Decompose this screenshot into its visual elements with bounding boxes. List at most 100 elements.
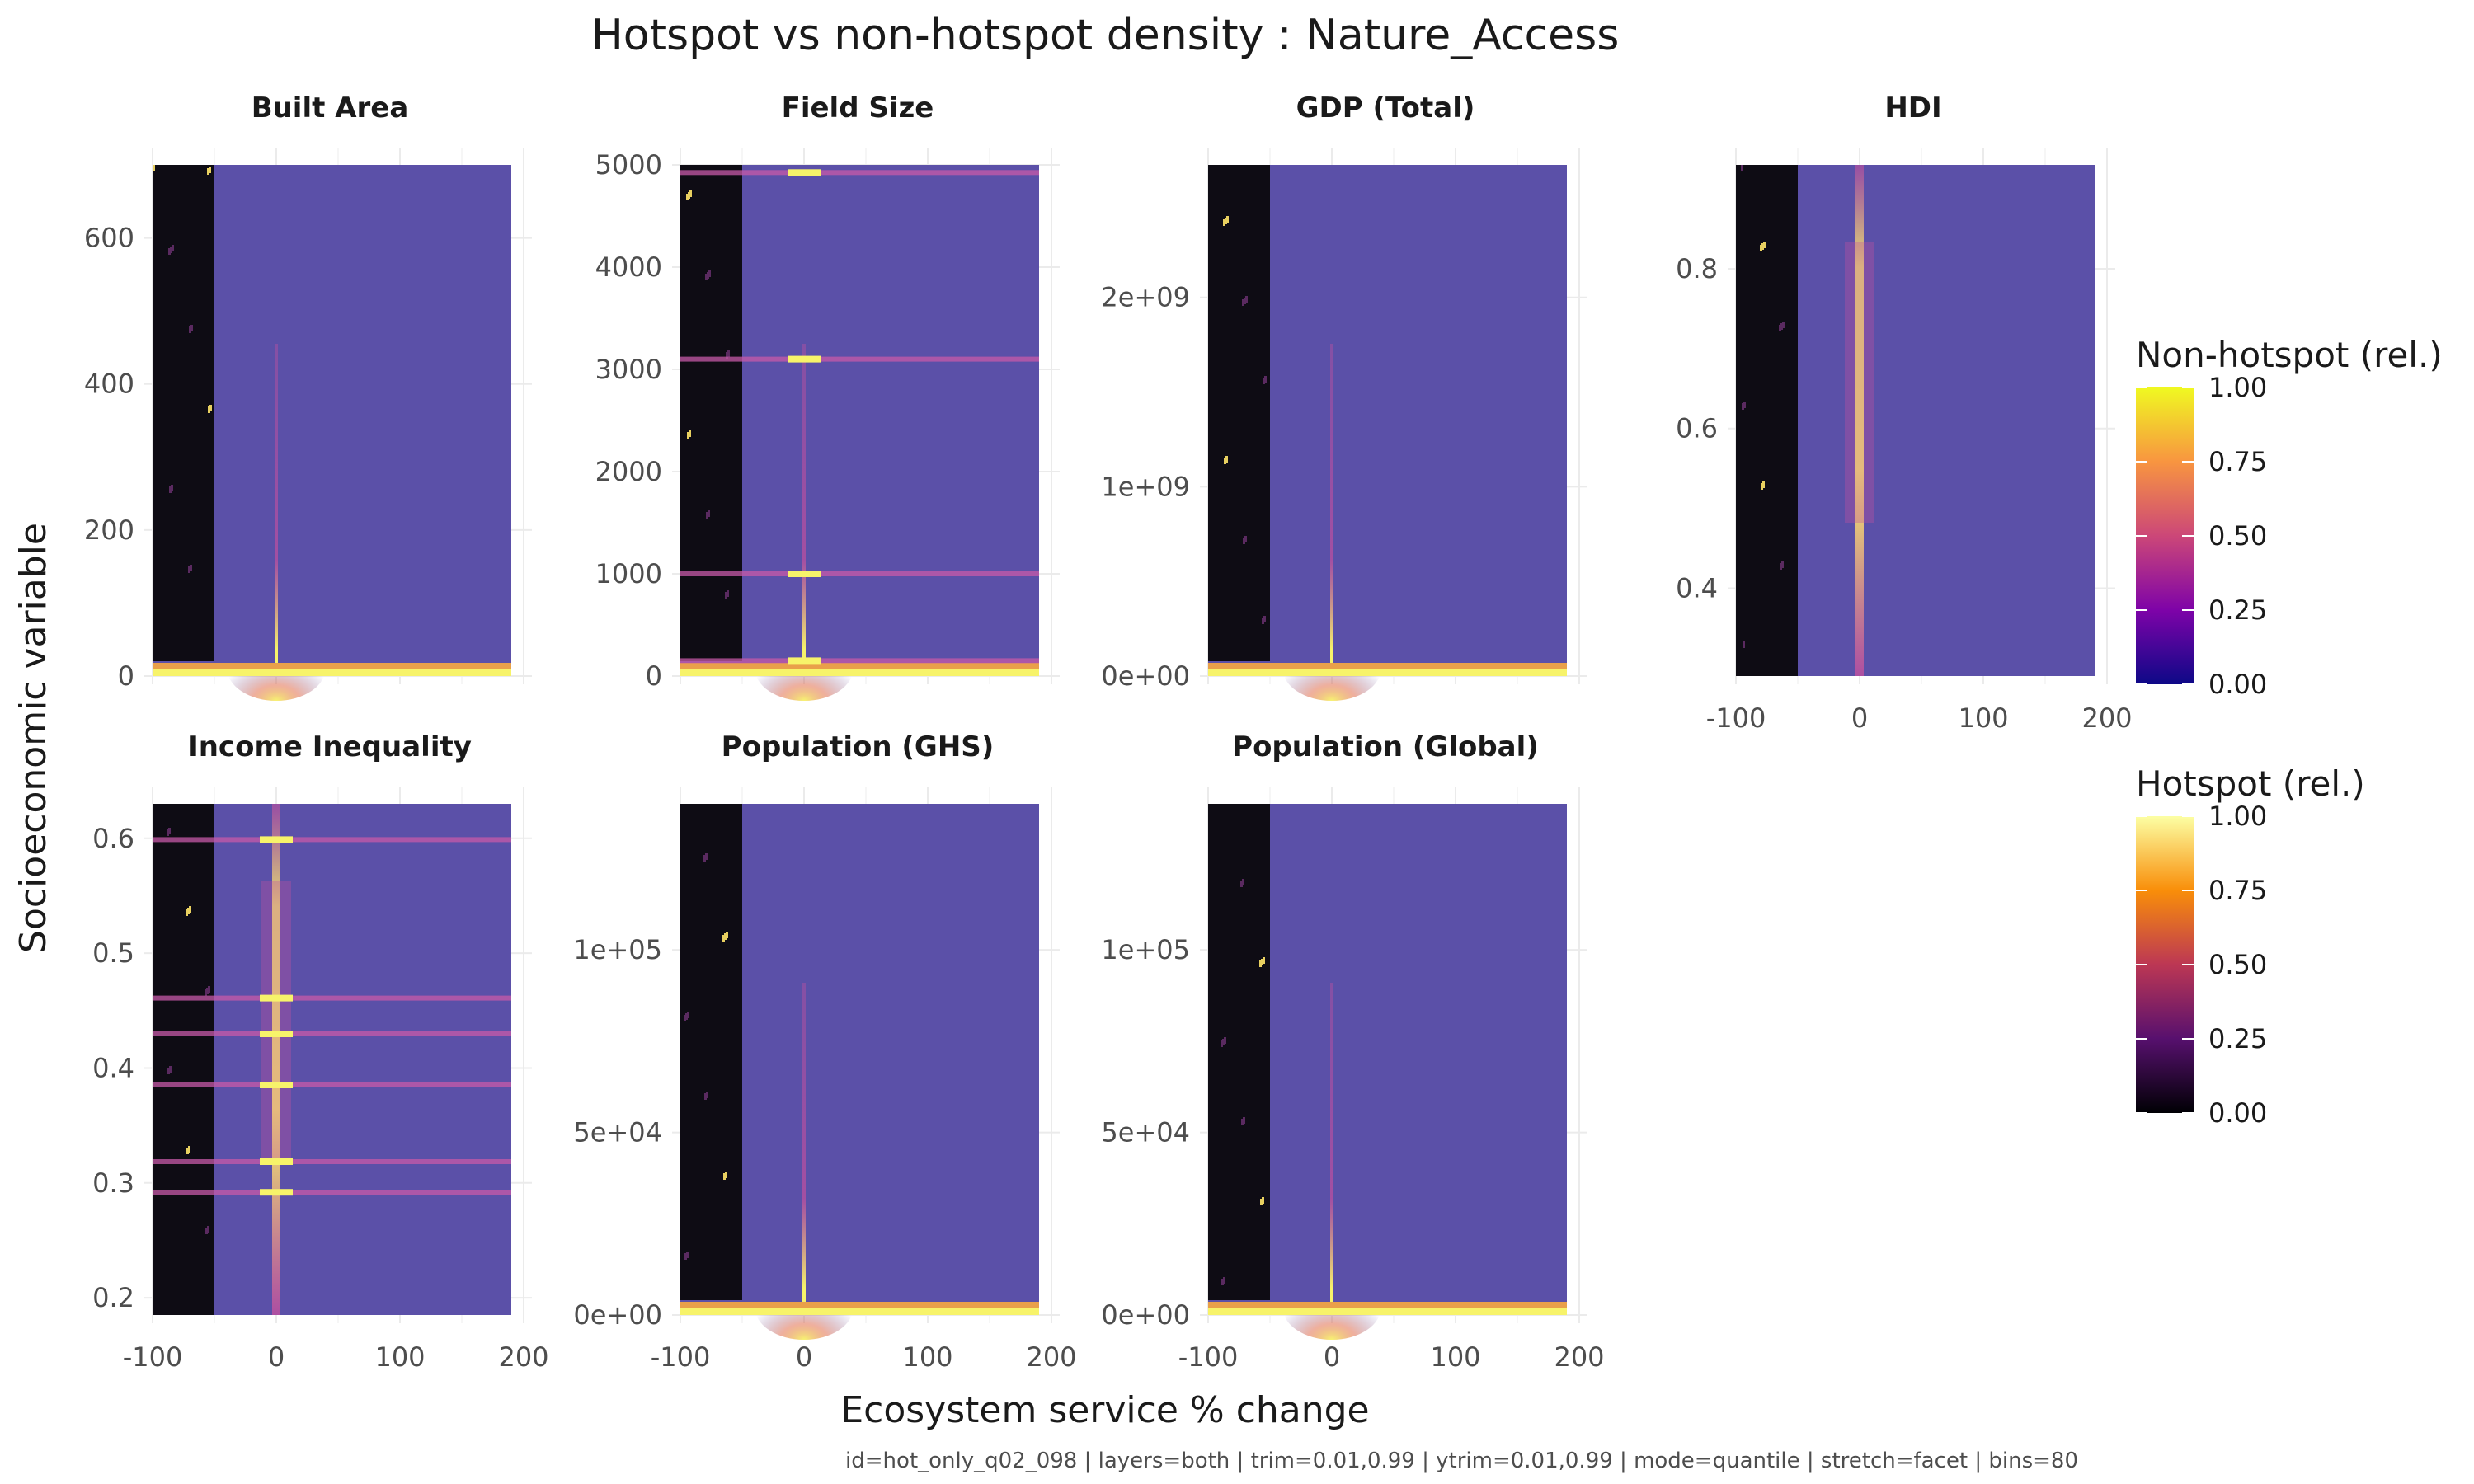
x-tick-label: 200 [1554,1341,1604,1373]
hotspot-cell [1244,536,1247,542]
hotspot-cell [1240,881,1243,887]
facet-gdp-total: GDP (Total) 0e+00 1e+09 2e+09 [1101,92,1587,701]
density-band [680,658,1039,664]
hotspot-cell [1762,481,1765,488]
hotspot-cell [1245,296,1248,303]
density-band-peak [260,1082,293,1088]
legend-non-hotspot: Non-hotspot (rel.)1.00 0.75 0.50 0.25 0.00 [2136,335,2443,700]
density-band [153,837,511,843]
hotspot-cell [706,1092,708,1098]
hotspot-cell [205,1228,208,1234]
legend-label: 0.50 [2208,949,2267,980]
hotspot-cell [708,270,711,277]
legend-label: 0.25 [2208,1023,2267,1054]
density-band [680,356,1039,362]
hotspot-cell [1243,538,1245,544]
density-band-peak [260,836,293,843]
hotspot-cell [689,190,692,197]
hotspot-cell [1223,219,1225,226]
hotspot-cell [186,1148,189,1154]
x-tick-label: 200 [2081,702,2132,734]
density-peak [802,983,806,1315]
hotspot-cell [684,1253,687,1260]
legend-label: 0.00 [2208,1097,2267,1129]
hotspot-cell [1261,959,1263,965]
hotspot-cell [727,350,730,357]
facet-field-size: Field Size 0 1000 2000 3000 4000 5000 [595,92,1060,701]
x-tick-label: 0 [1324,1341,1340,1373]
y-axis-title: Socioeconomic variable [12,523,54,953]
hotspot-density-block [1208,165,1270,661]
density-peak [1330,983,1333,1315]
hotspot-cell [206,988,209,994]
density-band-peak [788,657,821,665]
hotspot-cell [687,1012,689,1018]
y-tick-label: 0.4 [1676,572,1718,603]
facet-title: GDP (Total) [1296,92,1475,124]
legend-title: Hotspot (rel.) [2136,763,2365,804]
hotspot-cell [167,829,169,836]
density-halo [261,881,291,1162]
x-tick-label: 100 [374,1341,425,1373]
hotspot-cell [189,326,191,333]
hotspot-cell [209,405,212,411]
density-band-bottom [680,1302,1039,1308]
hotspot-cell [1226,216,1229,223]
hotspot-cell [1223,1277,1225,1284]
hotspot-cell [190,565,192,571]
hotspot-cell [1244,298,1246,304]
density-band-bottom [1208,663,1567,669]
hotspot-cell [188,1146,190,1153]
y-tick-label: 400 [84,369,134,400]
hotspot-cell [1221,1279,1224,1285]
x-tick-label: 100 [902,1341,952,1373]
hotspot-cell [205,989,207,996]
hotspot-cell [1741,165,1743,171]
density-band-peak [260,1031,293,1037]
x-axis-title: Ecosystem service % change [840,1389,1369,1431]
hotspot-cell [190,325,193,331]
hotspot-cell [724,933,727,940]
y-tick-label: 0.2 [92,1282,134,1313]
y-tick-label: 0e+00 [573,1299,662,1331]
y-tick-label: 0 [118,660,134,692]
caption: id=hot_only_q02_098 | layers=both | trim… [845,1449,2078,1473]
hotspot-cell [684,1015,686,1021]
facet-built-area: Built Area 0 200 400 600 [84,92,532,701]
hotspot-cell [705,853,708,860]
hotspot-cell [1763,242,1766,248]
hotspot-cell [685,1013,688,1020]
density-band-peak [260,994,293,1002]
hotspot-cell [1260,1199,1263,1205]
density-band-peak [788,571,821,577]
hotspot-cell [705,274,708,280]
hotspot-cell [1259,960,1262,967]
density-halo [1845,242,1874,523]
hotspot-cell [707,272,709,279]
density-band-peak [788,169,821,176]
hotspot-cell [1242,879,1244,885]
hotspot-cell [207,168,209,175]
density-band-bottom [680,663,1039,669]
density-peak [1856,165,1864,676]
density-band-bottom [1208,669,1567,676]
hotspot-cell [167,1068,170,1074]
y-tick-label: 0e+00 [1101,1299,1190,1331]
facet-hdi: HDI 0.4 0.6 0.8 -100 0 100 200 [1676,92,2132,734]
y-tick-label: 3000 [595,354,662,385]
facet-population-ghs: Population (GHS) 0e+00 5e+04 1e+05 -100 0 100 2… [573,730,1076,1373]
hotspot-cell [169,486,172,493]
hotspot-density-block [680,165,742,661]
facet-title: Built Area [252,92,409,124]
x-tick-label: -100 [123,1341,183,1373]
hotspot-cell [207,1226,209,1233]
density-band-bottom [680,1308,1039,1315]
hotspot-cell [726,352,728,359]
x-tick-label: 100 [1958,702,2008,734]
y-tick-label: 200 [84,514,134,546]
facet-income-inequality: Income Inequality 0.2 0.3 0.4 0.5 0.6 -100 0 100… [92,730,548,1373]
hotspot-cell [1781,561,1784,568]
hotspot-cell [169,1066,172,1073]
hotspot-density-block [1736,165,1798,676]
y-tick-label: 2000 [595,456,662,487]
